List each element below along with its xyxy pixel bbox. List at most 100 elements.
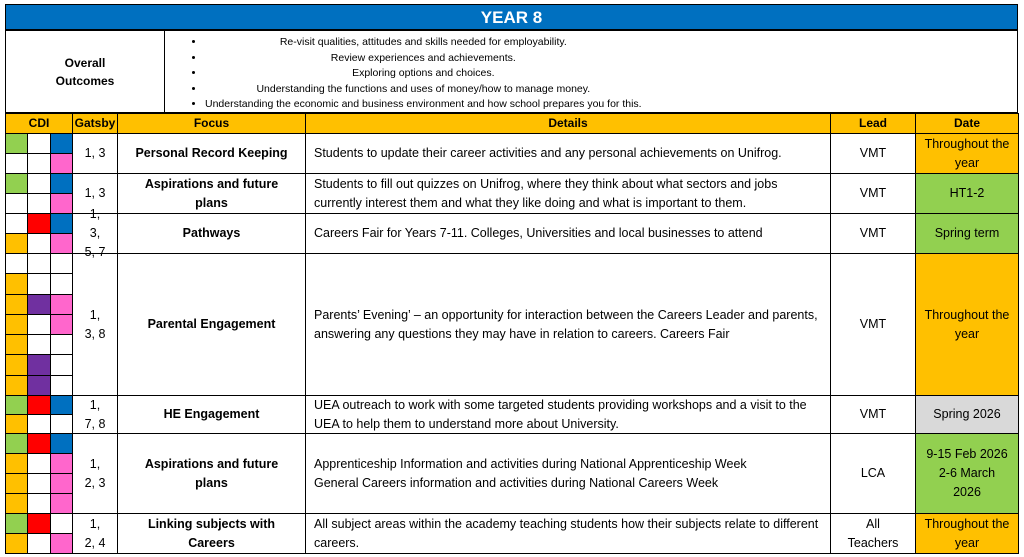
cdi-cell xyxy=(5,313,29,336)
cdi-cell xyxy=(5,193,29,214)
details-line: All subject areas within the academy tea… xyxy=(314,516,819,550)
cdi-cell xyxy=(27,334,51,356)
gatsby: 1, 2, 3 xyxy=(72,433,118,514)
cdi-cell xyxy=(5,395,29,415)
date: Throughout the year xyxy=(915,513,1019,554)
cdi-cell xyxy=(5,133,29,154)
column-header: Details xyxy=(305,113,831,134)
cdi-cell xyxy=(49,193,73,214)
cdi-cell xyxy=(5,453,29,474)
lead: All Teachers xyxy=(830,513,916,554)
cdi-cell xyxy=(27,374,51,396)
column-header: Gatsby xyxy=(72,113,118,134)
gatsby: 1, 7, 8 xyxy=(72,395,118,434)
column-header: Date xyxy=(915,113,1019,134)
cdi-cell xyxy=(49,493,73,514)
focus: Aspirations and future plans xyxy=(117,433,306,514)
focus: Aspirations and future plans xyxy=(117,173,306,214)
cdi-cell xyxy=(5,173,29,194)
cdi-cell xyxy=(5,473,29,494)
gatsby: 1, 3, 5, 7 xyxy=(72,207,118,259)
details: Students to fill out quizzes on Unifrog,… xyxy=(305,173,831,214)
details: Students to update their career activiti… xyxy=(305,133,831,174)
cdi-cell xyxy=(49,213,73,234)
cdi-cell xyxy=(27,433,51,454)
column-header: CDI xyxy=(5,113,73,134)
details: All subject areas within the academy tea… xyxy=(305,513,831,554)
details-line: Apprenticeship Information and activitie… xyxy=(314,456,747,471)
gatsby: 1, 3 xyxy=(72,133,118,174)
lead: VMT xyxy=(830,395,916,434)
focus: HE Engagement xyxy=(117,395,306,434)
details-line: General Careers information and activiti… xyxy=(314,475,719,490)
cdi-cell xyxy=(5,213,29,234)
date: Throughout the year xyxy=(915,133,1019,174)
outcome-item: Re-visit qualities, attitudes and skills… xyxy=(205,35,642,51)
details-line: Students to update their career activiti… xyxy=(314,146,782,160)
date: 9-15 Feb 2026 2-6 March 2026 xyxy=(915,433,1019,514)
date: Throughout the year xyxy=(915,253,1019,396)
date: HT1-2 xyxy=(915,173,1019,214)
cdi-cell xyxy=(27,313,51,336)
cdi-cell xyxy=(5,253,29,275)
cdi-cell xyxy=(27,293,51,315)
gatsby: 1, 2, 4 xyxy=(72,513,118,554)
cdi-cell xyxy=(49,293,73,315)
cdi-cell xyxy=(27,153,51,174)
cdi-cell xyxy=(49,533,73,554)
cdi-cell xyxy=(5,273,29,295)
outcomes-label: Overall Outcomes xyxy=(5,30,165,113)
cdi-cell xyxy=(49,414,73,434)
details: UEA outreach to work with some targeted … xyxy=(305,395,831,434)
column-header: Lead xyxy=(830,113,916,134)
cdi-cell xyxy=(49,395,73,415)
cdi-cell xyxy=(27,173,51,194)
cdi-cell xyxy=(49,153,73,174)
cdi-cell xyxy=(5,354,29,376)
cdi-cell xyxy=(49,233,73,254)
cdi-cell xyxy=(5,533,29,554)
cdi-cell xyxy=(49,453,73,474)
cdi-cell xyxy=(5,293,29,315)
outcomes-box: Re-visit qualities, attitudes and skills… xyxy=(164,30,1018,113)
details: Parents’ Evening’ – an opportunity for i… xyxy=(305,253,831,396)
cdi-cell xyxy=(49,354,73,376)
cdi-cell xyxy=(27,395,51,415)
cdi-cell xyxy=(5,153,29,174)
cdi-cell xyxy=(5,433,29,454)
cdi-cell xyxy=(27,233,51,254)
cdi-cell xyxy=(49,273,73,295)
focus: Pathways xyxy=(117,213,306,254)
cdi-cell xyxy=(27,193,51,214)
cdi-cell xyxy=(49,374,73,396)
cdi-cell xyxy=(49,173,73,194)
cdi-cell xyxy=(27,253,51,275)
details-line: Careers Fair for Years 7-11. Colleges, U… xyxy=(314,226,763,240)
cdi-cell xyxy=(5,334,29,356)
focus: Parental Engagement xyxy=(117,253,306,396)
cdi-cell xyxy=(49,133,73,154)
outcome-item: Understanding the economic and business … xyxy=(205,97,642,113)
cdi-cell xyxy=(27,273,51,295)
cdi-cell xyxy=(49,433,73,454)
cdi-cell xyxy=(27,513,51,534)
cdi-cell xyxy=(27,133,51,154)
column-header: Focus xyxy=(117,113,306,134)
focus: Linking subjects with Careers xyxy=(117,513,306,554)
lead: LCA xyxy=(830,433,916,514)
cdi-cell xyxy=(27,493,51,514)
details-line: Parents’ Evening’ – an opportunity for i… xyxy=(314,307,818,341)
cdi-cell xyxy=(27,473,51,494)
details-line: Students to fill out quizzes on Unifrog,… xyxy=(314,176,778,210)
cdi-cell xyxy=(27,453,51,474)
outcome-item: Understanding the functions and uses of … xyxy=(205,82,642,98)
cdi-cell xyxy=(5,414,29,434)
lead: VMT xyxy=(830,213,916,254)
lead: VMT xyxy=(830,173,916,214)
cdi-cell xyxy=(27,533,51,554)
outcome-list: Re-visit qualities, attitudes and skills… xyxy=(165,35,642,113)
cdi-cell xyxy=(5,233,29,254)
title: YEAR 8 xyxy=(5,4,1018,30)
cdi-cell xyxy=(5,374,29,396)
